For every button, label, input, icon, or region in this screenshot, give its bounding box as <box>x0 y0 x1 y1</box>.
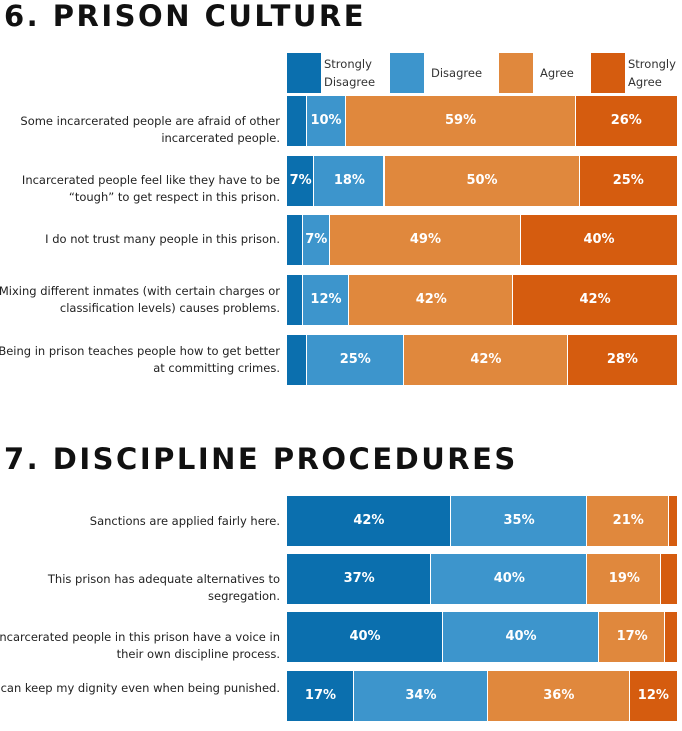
stacked-bar: 40% 40% 17% <box>287 612 677 662</box>
bar-segment-disagree <box>302 275 350 325</box>
legend-label-strongly-disagree: Strongly Disagree <box>324 57 376 89</box>
bar-segment-strongly-agree <box>665 612 677 662</box>
data-label: 25% <box>612 173 644 188</box>
data-label: 36% <box>543 688 575 703</box>
bar-segment-disagree <box>450 496 588 546</box>
row-label: Incarcerated people in this prison have … <box>0 630 280 661</box>
bar-segment-strongly-disagree <box>287 496 451 546</box>
bar-segment-strongly-disagree <box>287 215 303 265</box>
row-label: Mixing different inmates (with certain c… <box>0 284 280 315</box>
row-label: I do not trust many people in this priso… <box>45 232 280 246</box>
data-label: 17% <box>304 688 337 703</box>
bar-segment-strongly-agree <box>575 96 677 146</box>
bar-segment-agree <box>587 554 662 604</box>
bar-segment-disagree <box>306 335 404 385</box>
bar-segment-strongly-agree <box>521 215 677 265</box>
data-label: 42% <box>353 513 385 528</box>
bar-segment-disagree <box>431 554 588 604</box>
bar-segment-strongly-agree <box>567 335 677 385</box>
bar-segment-strongly-disagree <box>287 275 303 325</box>
bar-segment-strongly-agree <box>669 496 677 546</box>
bar-segment-strongly-agree <box>661 554 677 604</box>
data-label: 59% <box>444 113 477 128</box>
data-label: 37% <box>343 571 375 586</box>
data-label: 42% <box>470 352 502 367</box>
section-title-discipline-procedures: 7. DISCIPLINE PROCEDURES <box>4 442 518 476</box>
data-label: 35% <box>503 513 535 528</box>
data-label: 34% <box>405 688 437 703</box>
data-label: 26% <box>610 113 642 128</box>
legend-label-agree: Agree <box>540 66 574 80</box>
data-label: 40% <box>349 629 381 644</box>
data-label: 21% <box>612 513 644 528</box>
data-label: 42% <box>579 292 611 307</box>
row-label: Being in prison teaches people how to ge… <box>0 344 280 375</box>
bar-segment-agree <box>487 671 630 721</box>
stacked-bar: 7% 18% 50% 25% <box>287 156 677 206</box>
legend: Strongly Disagree Disagree Agree Strongl… <box>287 53 679 93</box>
legend-label-strongly-agree: Strongly Agree <box>628 57 676 89</box>
bar-segment-strongly-disagree <box>287 612 443 662</box>
section-title-prison-culture: 6. PRISON CULTURE <box>4 0 367 33</box>
data-label: 12% <box>637 688 669 703</box>
legend-swatch-disagree <box>390 53 424 93</box>
bar-segment-disagree <box>314 156 385 206</box>
stacked-bar: 10% 59% 26% <box>287 96 677 146</box>
data-label: 7% <box>289 173 312 188</box>
data-label: 7% <box>305 232 328 247</box>
data-label: 50% <box>466 173 498 188</box>
stacked-bar: 17% 34% 36% 12% <box>287 671 677 721</box>
bar-segment-disagree <box>306 96 346 146</box>
bar-segment-agree <box>349 275 514 325</box>
bar-segment-strongly-disagree <box>287 96 307 146</box>
legend-swatch-agree <box>499 53 533 93</box>
bar-segment-disagree <box>353 671 488 721</box>
stacked-bar: 12% 42% 42% <box>287 275 677 325</box>
bar-segment-strongly-disagree <box>287 554 432 604</box>
data-label: 28% <box>606 352 638 367</box>
data-label: 12% <box>310 292 342 307</box>
data-label: 17% <box>616 629 648 644</box>
bar-segment-agree <box>345 96 576 146</box>
bar-segment-strongly-disagree <box>287 156 315 206</box>
row-label: This prison has adequate alternatives to… <box>47 572 280 603</box>
data-label: 49% <box>409 232 441 247</box>
bar-segment-disagree <box>302 215 330 265</box>
row-label: Some incarcerated people are afraid of o… <box>20 114 280 145</box>
bar-segment-agree <box>384 156 580 206</box>
bar-segment-strongly-agree <box>513 275 677 325</box>
stacked-bar: 42% 35% 21% <box>287 496 677 546</box>
bar-segment-strongly-agree <box>629 671 677 721</box>
data-label: 10% <box>310 113 342 128</box>
data-label: 19% <box>608 571 640 586</box>
bar-segment-agree <box>587 496 670 546</box>
bar-segment-agree <box>329 215 521 265</box>
bar-segment-agree <box>404 335 568 385</box>
legend-swatch-strongly-agree <box>591 53 625 93</box>
data-label: 40% <box>493 571 525 586</box>
bar-segment-strongly-disagree <box>287 671 354 721</box>
data-label: 18% <box>333 173 365 188</box>
legend-swatch-strongly-disagree <box>287 53 321 93</box>
data-label: 40% <box>583 232 615 247</box>
legend-label-disagree: Disagree <box>431 66 483 80</box>
row-label: Sanctions are applied fairly here. <box>89 514 280 528</box>
bar-segment-strongly-agree <box>579 156 677 206</box>
row-label: I can keep my dignity even when being pu… <box>0 681 280 695</box>
data-label: 40% <box>505 629 537 644</box>
data-label: 25% <box>339 352 371 367</box>
stacked-bar: 25% 42% 28% <box>287 335 677 385</box>
row-label: Incarcerated people feel like they have … <box>21 173 280 204</box>
data-label: 42% <box>415 292 447 307</box>
bar-segment-disagree <box>443 612 599 662</box>
stacked-bar: 37% 40% 19% <box>287 554 677 604</box>
bar-segment-agree <box>599 612 666 662</box>
stacked-bar: 7% 49% 40% <box>287 215 677 265</box>
bar-segment-strongly-disagree <box>287 335 307 385</box>
